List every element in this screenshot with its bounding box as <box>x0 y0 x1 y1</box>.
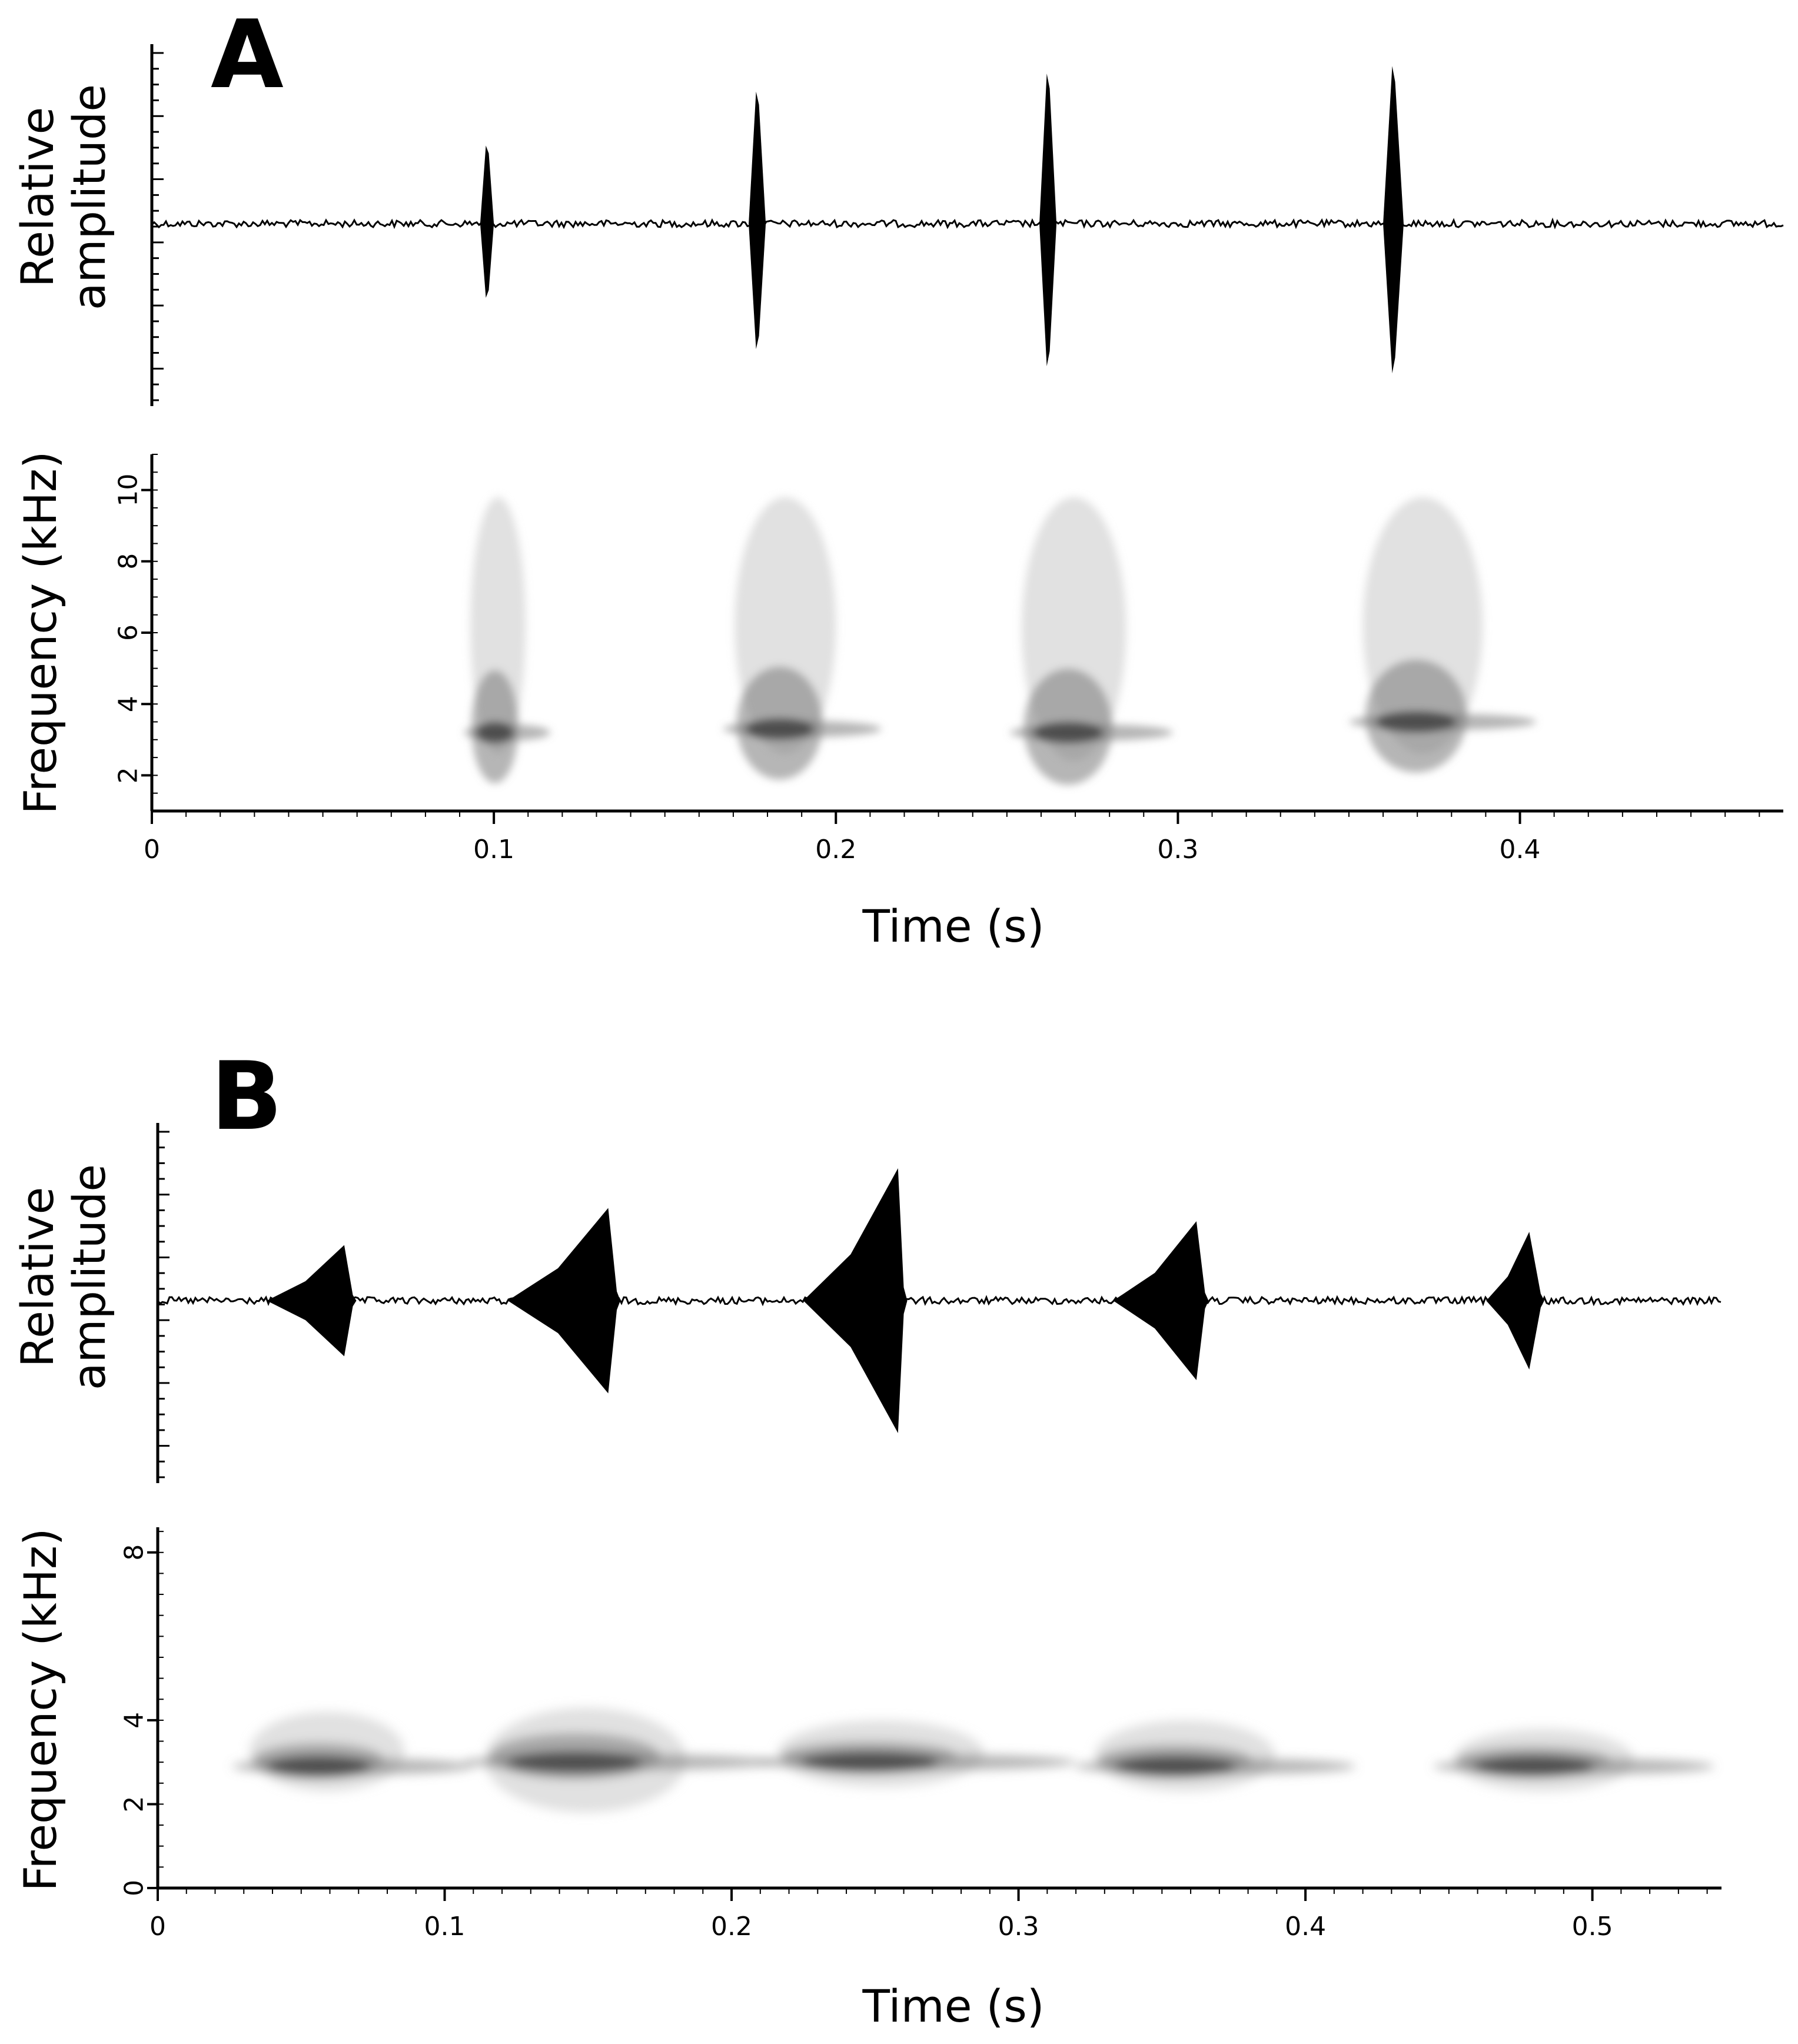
panel-b-spectrogram-yticks: 0 2 4 8 <box>119 1531 164 1896</box>
y-tick-label: 4 <box>119 1712 149 1729</box>
waveform-pulse <box>1039 74 1057 367</box>
panel-a-spectrogram: 2 4 6 8 10 0 0.1 0.2 0.3 0.4 Frequency (kHz) Tim… <box>14 451 1783 952</box>
y-tick-label: 4 <box>114 696 144 712</box>
x-tick-label: 0.2 <box>815 835 856 865</box>
panel-b-waveform-ylabel-line2: amplitude <box>63 1164 115 1390</box>
panel-a-waveform-baseline <box>151 217 1784 230</box>
panel-b-xticks: 0 0.1 0.2 0.3 0.4 0.5 <box>149 1888 1708 1942</box>
waveform-note <box>267 1245 357 1357</box>
panel-a-spectrogram-ylabel: Frequency (kHz) <box>14 451 67 814</box>
x-tick-label: 0.5 <box>1572 1912 1613 1942</box>
x-tick-label: 0.3 <box>1157 835 1198 865</box>
panel-a-xticks: 0 0.1 0.2 0.3 0.4 <box>144 811 1760 865</box>
spectrogram-dominant <box>1033 722 1104 743</box>
panel-b-spectrogram-ylabel: Frequency (kHz) <box>14 1528 67 1891</box>
y-tick-label: 0 <box>119 1880 149 1896</box>
spectrogram-dominant <box>1376 711 1457 733</box>
panel-b-waveform-ticks <box>158 1131 170 1478</box>
panel-b-waveform-notes <box>267 1168 1544 1433</box>
spectrogram-dominant <box>746 718 814 740</box>
panel-b-waveform: Relative amplitude <box>11 1123 1721 1483</box>
panel-b-spectrogram: 0 2 4 8 0 0.1 0.2 0.3 0.4 0.5 Frequency (kHz) Ti… <box>14 1527 1721 2032</box>
x-tick-label: 0.1 <box>424 1912 466 1942</box>
panel-a-waveform-ylabel: Relative <box>11 107 64 288</box>
x-tick-label: 0.2 <box>711 1912 752 1942</box>
waveform-note <box>1113 1221 1209 1380</box>
waveform-note <box>507 1208 621 1394</box>
panel-a: A Relative amplitude 2 4 6 8 10 0 0.1 0.2 0.3 0.… <box>11 0 1784 952</box>
panel-a-letter: A <box>211 0 284 109</box>
waveform-note <box>803 1168 908 1433</box>
panel-b-waveform-baseline <box>157 1295 1721 1307</box>
x-tick-label: 0.4 <box>1285 1912 1326 1942</box>
panel-b-waveform-ylabel: Relative <box>11 1187 64 1368</box>
y-tick-label: 2 <box>119 1796 149 1812</box>
y-tick-label: 10 <box>114 474 144 507</box>
panel-a-spectrogram-yticks: 2 4 6 8 10 <box>114 454 158 812</box>
y-tick-label: 8 <box>114 553 144 570</box>
panel-b-xlabel: Time (s) <box>862 1980 1044 2032</box>
spectrogram-dominant <box>1473 1756 1594 1777</box>
waveform-pulse <box>1383 66 1404 374</box>
panel-a-spectrogram-energy <box>464 497 1537 785</box>
panel-a-waveform-ylabel-line2: amplitude <box>63 84 115 310</box>
waveform-pulse <box>480 145 494 298</box>
panel-b-letter: B <box>211 1041 283 1151</box>
y-tick-label: 8 <box>119 1544 149 1561</box>
x-tick-label: 0 <box>144 835 160 865</box>
panel-b-spectrogram-energy <box>232 1707 1714 1813</box>
spectrogram-dominant <box>800 1751 939 1773</box>
x-tick-label: 0.1 <box>473 835 514 865</box>
panel-a-waveform-pulses <box>480 66 1404 374</box>
waveform-note <box>1486 1232 1544 1370</box>
panel-a-waveform-ticks <box>152 52 164 401</box>
y-tick-label: 6 <box>114 624 144 641</box>
spectrogram-dominant <box>507 1751 642 1773</box>
spectrogram-dominant <box>1114 1756 1235 1777</box>
x-tick-label: 0.4 <box>1500 835 1541 865</box>
x-tick-label: 0.3 <box>998 1912 1039 1942</box>
y-tick-label: 2 <box>114 767 144 783</box>
panel-a-waveform: Relative amplitude <box>11 44 1784 406</box>
waveform-pulse <box>749 91 766 350</box>
spectrogram-dominant <box>267 1756 370 1777</box>
spectrogram-dominant <box>476 722 514 743</box>
panel-a-xlabel: Time (s) <box>862 900 1044 952</box>
x-tick-label: 0 <box>149 1912 166 1942</box>
